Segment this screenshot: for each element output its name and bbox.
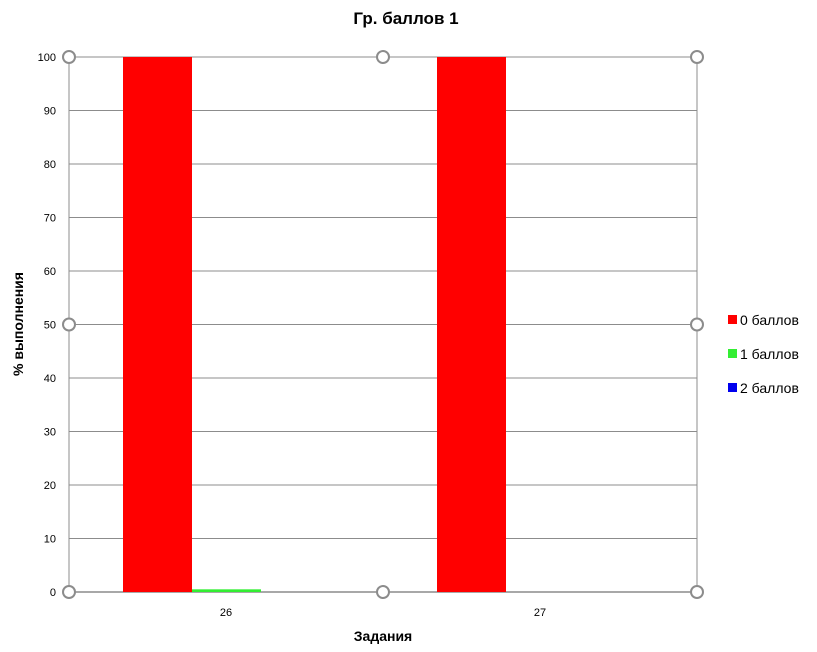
resize-handle[interactable] bbox=[376, 585, 390, 599]
resize-handle[interactable] bbox=[690, 317, 704, 332]
legend-label: 1 баллов bbox=[740, 346, 799, 362]
y-tick-label: 10 bbox=[44, 534, 56, 546]
y-tick-label: 0 bbox=[50, 587, 56, 599]
legend-swatch bbox=[728, 383, 737, 392]
bar[interactable] bbox=[123, 57, 192, 592]
x-tick-labels: 26 27 bbox=[220, 607, 546, 619]
selection-handles[interactable] bbox=[62, 50, 704, 599]
y-tick-label: 60 bbox=[44, 266, 56, 278]
y-tick-label: 80 bbox=[44, 159, 56, 171]
bar[interactable] bbox=[192, 589, 261, 592]
y-tick-label: 90 bbox=[44, 106, 56, 118]
chart-title: Гр. баллов 1 bbox=[353, 9, 458, 28]
legend-label: 0 баллов bbox=[740, 312, 799, 328]
y-tick-label: 20 bbox=[44, 480, 56, 492]
x-tick-label: 26 bbox=[220, 607, 232, 619]
legend-swatch bbox=[728, 315, 737, 324]
x-tick-label: 27 bbox=[534, 607, 546, 619]
resize-handle[interactable] bbox=[690, 585, 704, 599]
resize-handle[interactable] bbox=[376, 50, 390, 64]
bar[interactable] bbox=[437, 57, 506, 592]
legend-swatch bbox=[728, 349, 737, 358]
legend: 0 баллов 1 баллов 2 баллов bbox=[728, 312, 799, 396]
legend-label: 2 баллов bbox=[740, 380, 799, 396]
y-tick-label: 100 bbox=[38, 52, 56, 64]
y-tick-label: 40 bbox=[44, 373, 56, 385]
y-tick-label: 50 bbox=[44, 320, 56, 332]
y-tick-label: 30 bbox=[44, 427, 56, 439]
y-tick-labels: 0 10 20 30 40 50 60 70 80 90 100 bbox=[38, 52, 56, 599]
resize-handle[interactable] bbox=[62, 50, 76, 64]
resize-handle[interactable] bbox=[62, 585, 76, 599]
x-axis-title: Задания bbox=[354, 628, 412, 644]
resize-handle[interactable] bbox=[690, 50, 704, 64]
bars bbox=[123, 57, 506, 592]
y-tick-label: 70 bbox=[44, 213, 56, 225]
y-axis-title: % выполнения bbox=[10, 272, 26, 376]
resize-handle[interactable] bbox=[62, 317, 76, 332]
